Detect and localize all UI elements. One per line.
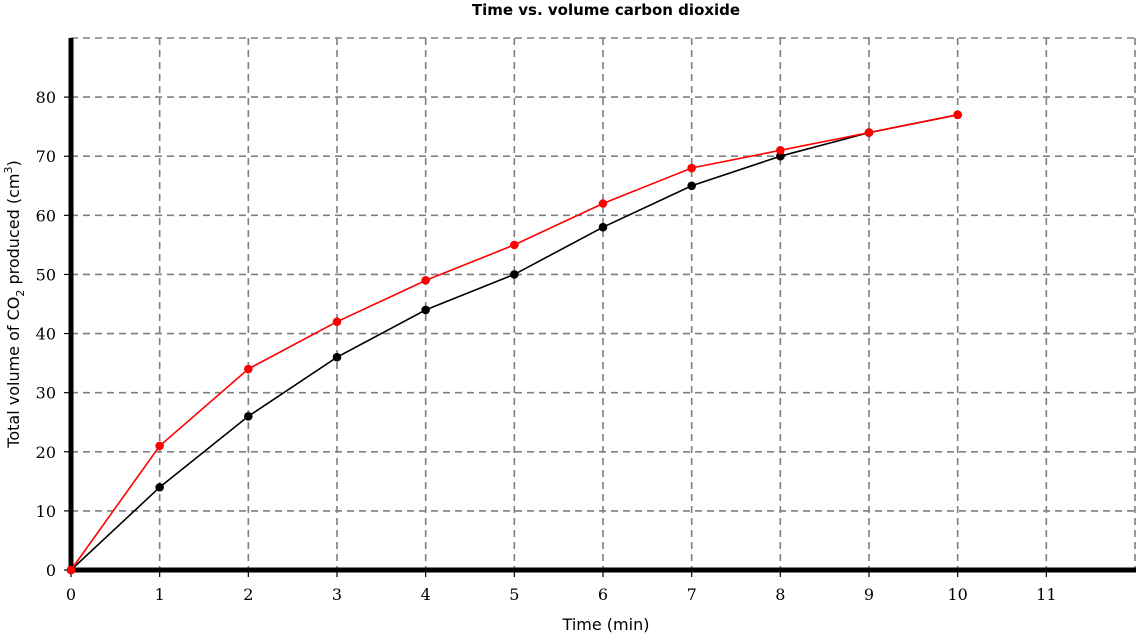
y-tick-label: 30 <box>36 384 56 403</box>
y-label-part-2: produced (cm <box>4 174 23 290</box>
x-tick-label: 3 <box>332 585 342 604</box>
x-tick-label: 8 <box>775 585 785 604</box>
grid <box>71 37 1136 570</box>
series-1-point <box>421 305 430 315</box>
y-tick-label: 60 <box>36 206 56 225</box>
y-tick-label: 80 <box>36 88 56 107</box>
series-2-point <box>598 199 608 208</box>
y-tick-label: 70 <box>36 147 56 166</box>
series-2-point <box>953 110 962 120</box>
series-1-point <box>598 222 608 232</box>
x-tick-label: 7 <box>687 585 697 604</box>
x-tick-label: 9 <box>864 585 874 604</box>
series-1-point <box>244 412 253 421</box>
series-2-point <box>66 565 76 575</box>
x-tick-label: 2 <box>243 585 253 604</box>
y-tick-label: 50 <box>36 265 56 284</box>
series-1-point <box>687 181 696 191</box>
series-1-point <box>510 270 519 279</box>
x-tick-label: 6 <box>598 585 608 604</box>
series-2-point <box>776 146 785 155</box>
y-tick-label: 0 <box>46 561 56 580</box>
series-layer <box>66 110 962 575</box>
series-2-point <box>332 317 342 327</box>
y-tick-label: 20 <box>36 443 56 462</box>
series-1-point <box>332 352 342 362</box>
series-2-point <box>687 163 696 173</box>
y-tick-label: 40 <box>36 325 56 344</box>
x-axis-label: Time (min) <box>562 615 650 634</box>
ticks: 0 1 2 3 4 5 6 7 8 9 10 11 0 10 20 30 40 50 60 70 80 <box>36 88 1057 604</box>
x-tick-label: 1 <box>155 585 165 604</box>
y-axis-label: Total volume of CO2 produced (cm3) <box>2 160 27 448</box>
x-tick-label: 11 <box>1036 585 1056 604</box>
x-tick-label: 0 <box>66 585 76 604</box>
x-tick-label: 5 <box>509 585 519 604</box>
x-tick-label: 4 <box>421 585 431 604</box>
y-label-part-3: ) <box>4 160 23 166</box>
y-label-superscript: 3 <box>2 167 15 174</box>
y-label-subscript: 2 <box>14 290 27 297</box>
series-1-point <box>776 151 785 161</box>
series-2-point <box>155 441 164 451</box>
chart-title: Time vs. volume carbon dioxide <box>472 1 740 19</box>
x-tick-label: 10 <box>947 585 967 604</box>
series-1-point <box>155 482 164 492</box>
y-label-part-1: Total volume of CO <box>4 297 23 449</box>
series-2-point <box>244 364 253 374</box>
series-2-point <box>421 276 430 285</box>
y-tick-label: 10 <box>36 502 56 521</box>
series-2-point <box>864 128 874 137</box>
series-2-point <box>510 240 519 250</box>
